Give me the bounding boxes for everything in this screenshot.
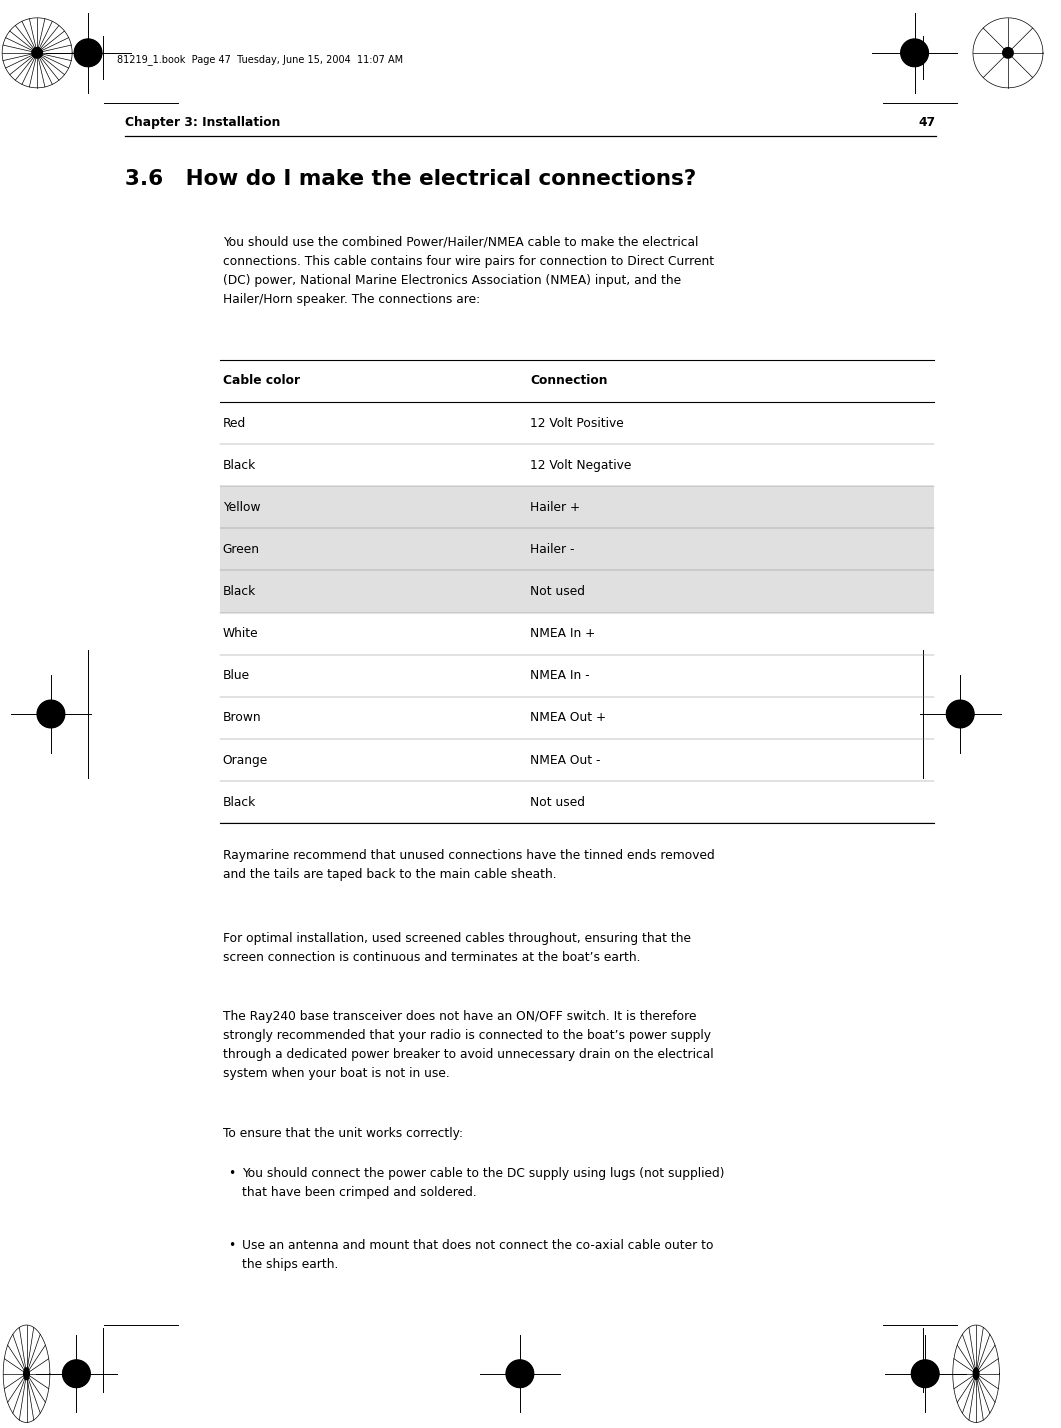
Text: 12 Volt Positive: 12 Volt Positive [530,417,624,430]
Text: 12 Volt Negative: 12 Volt Negative [530,458,632,471]
Polygon shape [901,39,928,67]
Polygon shape [506,1359,534,1388]
Text: Hailer -: Hailer - [530,543,575,555]
Text: NMEA In -: NMEA In - [530,670,590,683]
Text: Red: Red [223,417,246,430]
Text: Use an antenna and mount that does not connect the co-axial cable outer to
the s: Use an antenna and mount that does not c… [242,1240,713,1271]
Polygon shape [3,1325,50,1422]
Text: Not used: Not used [530,795,586,808]
Text: 81219_1.book  Page 47  Tuesday, June 15, 2004  11:07 AM: 81219_1.book Page 47 Tuesday, June 15, 2… [117,54,403,66]
Text: Yellow: Yellow [223,501,260,514]
Text: You should use the combined Power/Hailer/NMEA cable to make the electrical
conne: You should use the combined Power/Hailer… [223,236,714,306]
Bar [220,528,934,570]
Text: •: • [228,1240,236,1252]
Polygon shape [2,17,72,89]
Text: Brown: Brown [223,711,261,724]
Text: You should connect the power cable to the DC supply using lugs (not supplied)
th: You should connect the power cable to th… [242,1168,725,1200]
Text: 47: 47 [919,116,936,129]
Text: Black: Black [223,585,256,598]
Text: Blue: Blue [223,670,250,683]
Text: Connection: Connection [530,374,608,387]
Bar [220,486,934,528]
Polygon shape [973,17,1043,89]
Text: To ensure that the unit works correctly:: To ensure that the unit works correctly: [223,1128,463,1141]
Text: The Ray240 base transceiver does not have an ON/OFF switch. It is therefore
stro: The Ray240 base transceiver does not hav… [223,1011,713,1081]
Polygon shape [1003,47,1013,59]
Polygon shape [74,39,102,67]
Polygon shape [973,1368,979,1379]
Text: Green: Green [223,543,260,555]
Text: Chapter 3: Installation: Chapter 3: Installation [125,116,280,129]
Text: Black: Black [223,795,256,808]
Text: NMEA Out -: NMEA Out - [530,754,601,767]
Text: Black: Black [223,458,256,471]
Text: Orange: Orange [223,754,268,767]
Polygon shape [23,1368,30,1379]
Text: Raymarine recommend that unused connections have the tinned ends removed
and the: Raymarine recommend that unused connecti… [223,848,714,881]
Polygon shape [63,1359,90,1388]
Polygon shape [953,1325,999,1422]
Polygon shape [37,700,65,728]
Text: Cable color: Cable color [223,374,300,387]
Bar [220,570,934,613]
Text: White: White [223,627,259,640]
Text: Not used: Not used [530,585,586,598]
Polygon shape [32,47,42,59]
Polygon shape [911,1359,939,1388]
Text: Hailer +: Hailer + [530,501,580,514]
Text: 3.6   How do I make the electrical connections?: 3.6 How do I make the electrical connect… [125,169,696,188]
Text: •: • [228,1168,236,1181]
Polygon shape [946,700,974,728]
Text: NMEA In +: NMEA In + [530,627,595,640]
Text: For optimal installation, used screened cables throughout, ensuring that the
scr: For optimal installation, used screened … [223,932,691,964]
Text: NMEA Out +: NMEA Out + [530,711,607,724]
